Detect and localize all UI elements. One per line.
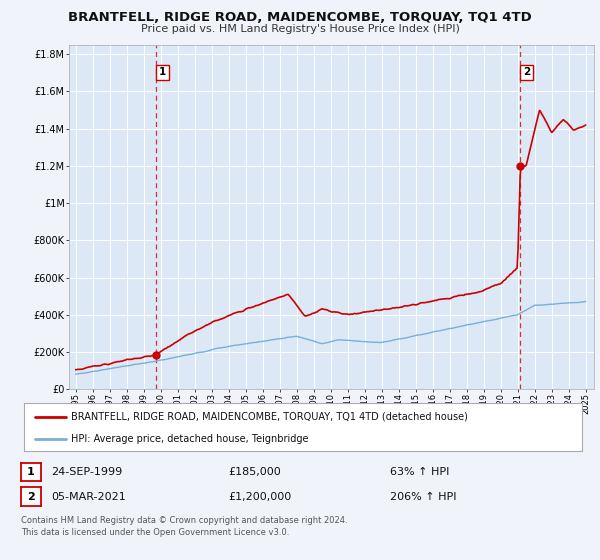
Text: 05-MAR-2021: 05-MAR-2021 [51, 492, 126, 502]
Text: 2: 2 [523, 67, 530, 77]
Text: £1,200,000: £1,200,000 [228, 492, 291, 502]
Text: £185,000: £185,000 [228, 467, 281, 477]
Text: 1: 1 [159, 67, 166, 77]
Text: BRANTFELL, RIDGE ROAD, MAIDENCOMBE, TORQUAY, TQ1 4TD: BRANTFELL, RIDGE ROAD, MAIDENCOMBE, TORQ… [68, 11, 532, 24]
Text: 24-SEP-1999: 24-SEP-1999 [51, 467, 122, 477]
Text: 206% ↑ HPI: 206% ↑ HPI [390, 492, 457, 502]
Text: Price paid vs. HM Land Registry's House Price Index (HPI): Price paid vs. HM Land Registry's House … [140, 24, 460, 34]
Text: BRANTFELL, RIDGE ROAD, MAIDENCOMBE, TORQUAY, TQ1 4TD (detached house): BRANTFELL, RIDGE ROAD, MAIDENCOMBE, TORQ… [71, 412, 469, 422]
Text: HPI: Average price, detached house, Teignbridge: HPI: Average price, detached house, Teig… [71, 434, 309, 444]
Text: 63% ↑ HPI: 63% ↑ HPI [390, 467, 449, 477]
Text: 1: 1 [27, 467, 35, 477]
Text: Contains HM Land Registry data © Crown copyright and database right 2024.
This d: Contains HM Land Registry data © Crown c… [21, 516, 347, 537]
Text: 2: 2 [27, 492, 35, 502]
